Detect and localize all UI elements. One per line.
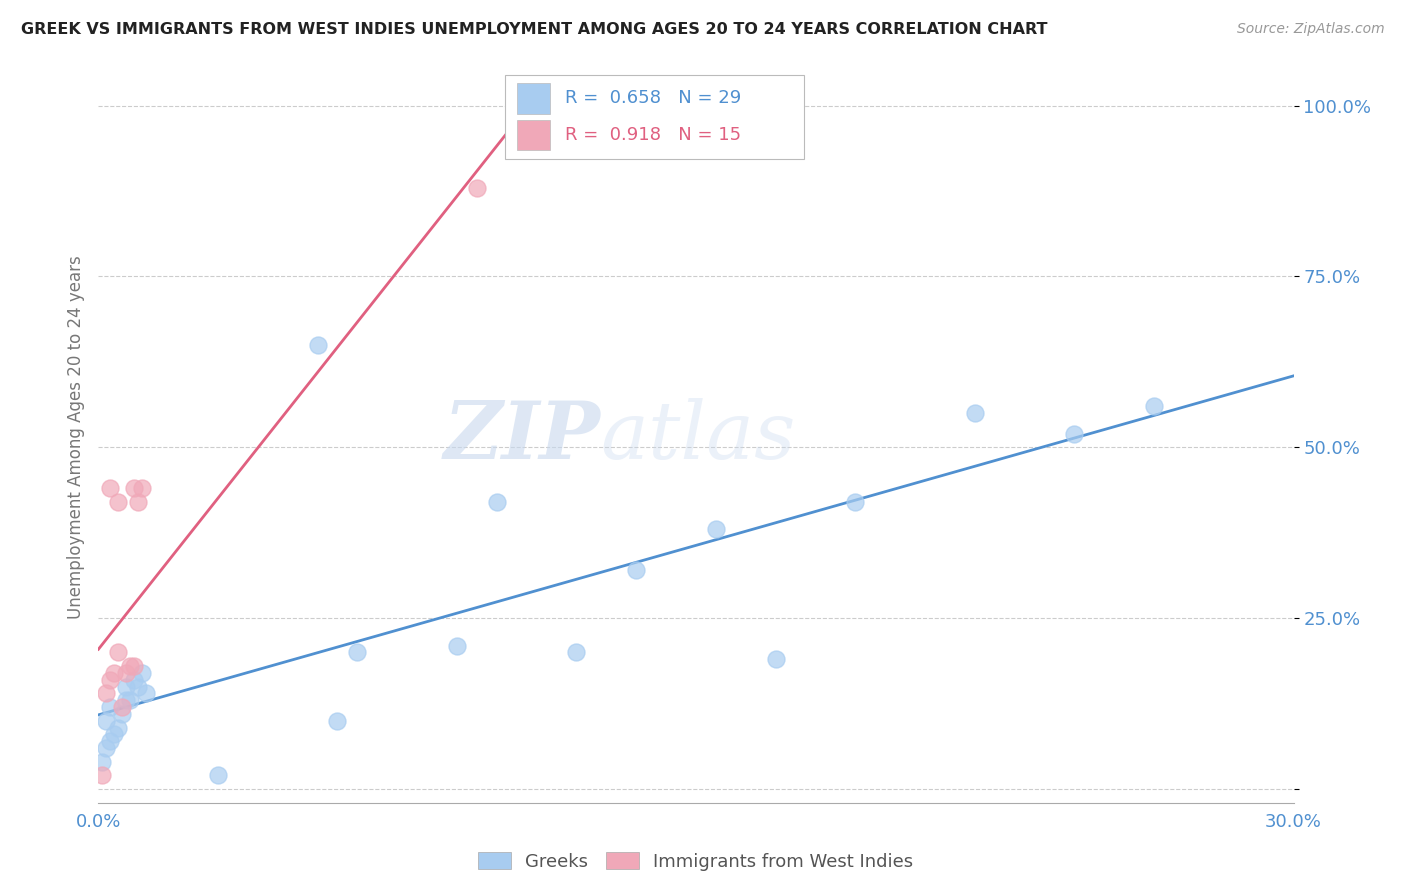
Text: atlas: atlas xyxy=(600,399,796,475)
Point xyxy=(124,673,146,687)
Text: R =  0.918   N = 15: R = 0.918 N = 15 xyxy=(565,126,741,144)
Point xyxy=(91,768,114,782)
Point xyxy=(91,755,114,769)
Text: R =  0.658   N = 29: R = 0.658 N = 29 xyxy=(565,89,741,107)
Point xyxy=(1063,426,1085,441)
Point xyxy=(124,659,146,673)
Text: Source: ZipAtlas.com: Source: ZipAtlas.com xyxy=(1237,22,1385,37)
Point xyxy=(107,495,129,509)
Point xyxy=(346,645,368,659)
Point xyxy=(127,495,149,509)
Point xyxy=(98,734,122,748)
Point xyxy=(98,673,122,687)
FancyBboxPatch shape xyxy=(517,83,550,114)
Point xyxy=(124,481,146,495)
Point xyxy=(485,495,508,509)
Point xyxy=(111,706,134,721)
Point xyxy=(1143,400,1166,414)
Point xyxy=(111,700,134,714)
Text: GREEK VS IMMIGRANTS FROM WEST INDIES UNEMPLOYMENT AMONG AGES 20 TO 24 YEARS CORR: GREEK VS IMMIGRANTS FROM WEST INDIES UNE… xyxy=(21,22,1047,37)
Point xyxy=(115,665,138,680)
Y-axis label: Unemployment Among Ages 20 to 24 years: Unemployment Among Ages 20 to 24 years xyxy=(66,255,84,619)
Point xyxy=(565,645,588,659)
Point xyxy=(704,522,727,536)
Legend: Greeks, Immigrants from West Indies: Greeks, Immigrants from West Indies xyxy=(471,846,921,878)
Point xyxy=(131,665,153,680)
Point xyxy=(107,645,129,659)
Point xyxy=(127,680,149,694)
Point xyxy=(844,495,866,509)
Text: ZIP: ZIP xyxy=(443,399,600,475)
Point xyxy=(96,714,118,728)
Point xyxy=(115,693,138,707)
Point xyxy=(115,680,138,694)
Point xyxy=(107,721,129,735)
Point xyxy=(963,406,986,420)
Point xyxy=(446,639,468,653)
Point xyxy=(103,727,125,741)
Point xyxy=(98,481,122,495)
Point xyxy=(465,180,488,194)
Point xyxy=(96,741,118,756)
Point xyxy=(307,338,329,352)
Point xyxy=(765,652,787,666)
Point xyxy=(98,700,122,714)
Point xyxy=(326,714,349,728)
Point xyxy=(624,563,647,577)
Point xyxy=(120,659,142,673)
Point xyxy=(96,686,118,700)
Point xyxy=(135,686,157,700)
Point xyxy=(131,481,153,495)
FancyBboxPatch shape xyxy=(517,120,550,151)
Point xyxy=(207,768,229,782)
Point xyxy=(120,693,142,707)
Point xyxy=(103,665,125,680)
FancyBboxPatch shape xyxy=(505,75,804,159)
